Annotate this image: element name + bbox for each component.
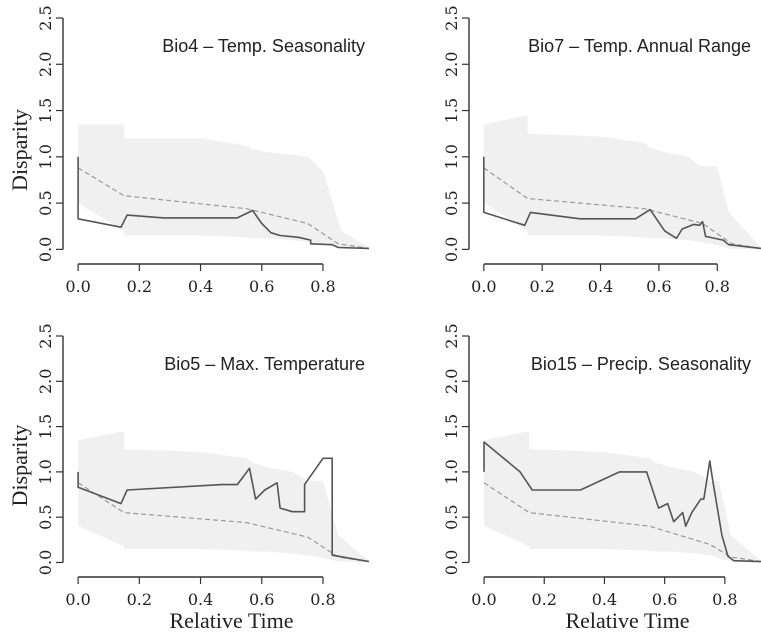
y-tick-label: 1.5: [442, 414, 461, 439]
x-tick-label: 0.2: [127, 590, 152, 609]
panel-title: Bio5 – Max. Temperature: [164, 354, 365, 374]
y-tick-label: 0.5: [36, 190, 55, 215]
x-tick-label: 0.2: [532, 590, 557, 609]
y-tick-label: 2.5: [36, 323, 55, 348]
x-tick-label: 0.4: [188, 590, 213, 609]
observed-disparity-line: [77, 156, 369, 250]
panel-2: Bio7 – Temp. Annual Range 0.0 0.5 1.0 1.5 2.0…: [442, 5, 761, 296]
confidence-band: [78, 124, 369, 250]
y-tick-label: 0.5: [442, 190, 461, 215]
x-tick-label: 0.8: [712, 590, 737, 609]
observed-disparity-line: [483, 441, 761, 563]
x-tick-label: 0.4: [592, 590, 617, 609]
observed-disparity-line: [77, 457, 370, 563]
x-tick-label: 0.2: [127, 277, 152, 296]
x-tick-label: 0.0: [471, 590, 496, 609]
x-tick-label: 0.4: [588, 277, 613, 296]
x-tick-label: 0.8: [705, 277, 730, 296]
y-tick-label: 1.0: [36, 459, 55, 484]
panel-1: Bio4 – Temp. Seasonality 0.0 0.5 1.0 1.5 2.0 2…: [7, 5, 369, 296]
x-tick-label: 0.8: [310, 277, 335, 296]
y-tick-label: 0.0: [442, 550, 461, 575]
x-tick-label: 0.8: [310, 590, 335, 609]
y-tick-label: 1.5: [442, 98, 461, 123]
confidence-band: [78, 431, 369, 563]
x-tick-label: 0.0: [65, 590, 90, 609]
y-tick-label: 1.5: [36, 414, 55, 439]
null-median-line: [77, 167, 369, 249]
y-tick-label: 2.5: [442, 5, 461, 30]
y-tick-label: 0.0: [442, 237, 461, 262]
y-tick-label: 1.0: [36, 144, 55, 169]
null-median-line: [483, 482, 761, 563]
x-axis-title: Relative Time: [565, 608, 689, 633]
observed-disparity-line: [482, 156, 761, 250]
panel-title: Bio15 – Precip. Seasonality: [531, 354, 751, 374]
panel-title: Bio7 – Temp. Annual Range: [528, 36, 751, 56]
y-axis-title: Disparity: [7, 109, 32, 191]
y-tick-label: 2.5: [442, 323, 461, 348]
y-tick-label: 0.5: [442, 504, 461, 529]
x-axis-title: Relative Time: [169, 608, 293, 633]
x-tick-label: 0.0: [65, 277, 90, 296]
x-tick-label: 0.6: [249, 277, 274, 296]
confidence-band: [483, 115, 761, 250]
x-tick-label: 0.6: [646, 277, 671, 296]
y-tick-label: 2.0: [36, 52, 55, 77]
null-median-line: [483, 167, 761, 249]
y-tick-label: 1.5: [36, 98, 55, 123]
x-tick-label: 0.0: [471, 277, 496, 296]
y-tick-label: 2.5: [36, 5, 55, 30]
y-tick-label: 2.0: [36, 369, 55, 394]
panel-3: Bio5 – Max. Temperature 0.0 0.5 1.0 1.5 2.0 2.…: [7, 323, 370, 633]
y-tick-label: 2.0: [442, 369, 461, 394]
panel-4: Bio15 – Precip. Seasonality 0.0 0.5 1.0 1.5 2…: [442, 323, 761, 633]
confidence-band: [484, 431, 761, 563]
y-tick-label: 0.0: [36, 550, 55, 575]
x-tick-label: 0.2: [529, 277, 554, 296]
panel-title: Bio4 – Temp. Seasonality: [162, 36, 365, 56]
y-tick-label: 0.0: [36, 237, 55, 262]
y-axis-title: Disparity: [7, 425, 32, 507]
x-tick-label: 0.6: [652, 590, 677, 609]
x-tick-label: 0.6: [249, 590, 274, 609]
y-tick-label: 0.5: [36, 504, 55, 529]
x-tick-label: 0.4: [188, 277, 213, 296]
y-tick-label: 1.0: [442, 459, 461, 484]
y-tick-label: 1.0: [442, 144, 461, 169]
y-tick-label: 2.0: [442, 52, 461, 77]
